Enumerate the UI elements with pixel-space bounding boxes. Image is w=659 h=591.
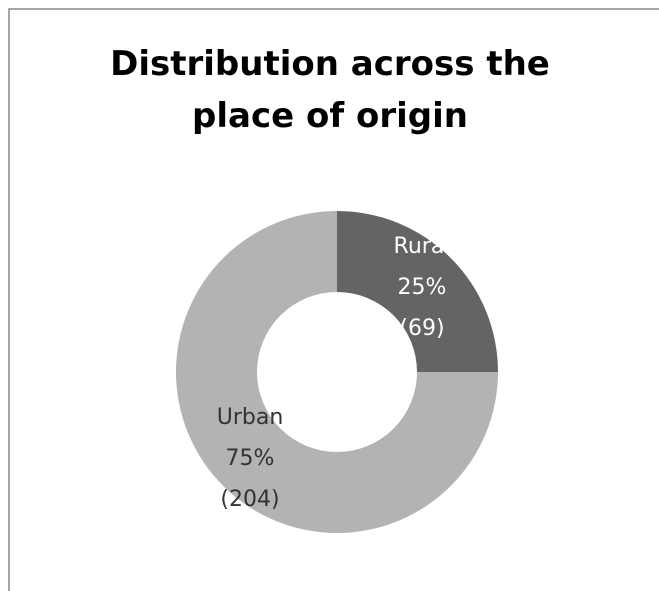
label-name: Urban: [217, 405, 284, 430]
donut-segment: [337, 211, 498, 372]
frame: [8, 8, 659, 591]
label-percent: 75%: [226, 446, 275, 471]
donut-segment: [176, 211, 498, 533]
chart-title: Distribution across the place of origin: [110, 44, 550, 136]
label-count: (204): [220, 487, 279, 512]
label-name: Rural: [394, 234, 451, 259]
label-percent: 25%: [398, 275, 447, 300]
label-count: (69): [399, 316, 444, 341]
